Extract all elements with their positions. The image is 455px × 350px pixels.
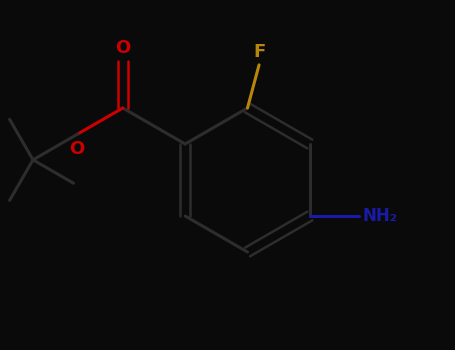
Text: O: O <box>69 140 85 158</box>
Text: F: F <box>253 43 265 61</box>
Text: NH₂: NH₂ <box>363 207 398 225</box>
Text: O: O <box>115 39 131 57</box>
